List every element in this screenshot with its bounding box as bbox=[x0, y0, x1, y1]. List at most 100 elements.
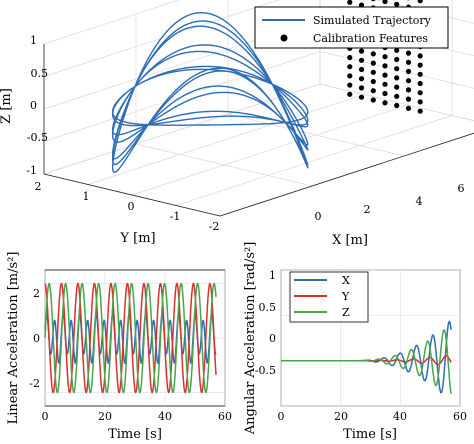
calibration-point bbox=[370, 69, 376, 75]
calibration-point bbox=[405, 68, 412, 75]
grid-line bbox=[43, 0, 280, 77]
grid-line bbox=[87, 94, 365, 185]
calibration-point bbox=[370, 78, 376, 85]
x-tick-label: 0 bbox=[278, 410, 285, 423]
x-axis-label: X [m] bbox=[332, 233, 368, 248]
y-tick-labels: 2 1 0 -1 -2 bbox=[35, 180, 220, 233]
y-tick-label: -0.5 bbox=[255, 364, 276, 377]
grid-line bbox=[175, 115, 453, 206]
series-lines bbox=[44, 282, 217, 394]
trajectory-3d-plot: 1 0.5 0 -0.5 -1 Z [m] 2 1 0 -1 -2 Y [m] … bbox=[0, 0, 474, 248]
legend-label: X bbox=[342, 274, 350, 287]
x-tick-label: 40 bbox=[158, 410, 172, 423]
x-tick-label: 40 bbox=[393, 410, 407, 423]
legend-label: Calibration Features bbox=[313, 32, 428, 45]
x-tick-labels: 0 20 40 60 bbox=[42, 410, 233, 423]
y-tick-label: -2 bbox=[209, 220, 220, 233]
x-axis-label: Time [s] bbox=[108, 427, 162, 442]
calibration-point bbox=[405, 50, 412, 56]
calibration-point bbox=[417, 53, 423, 59]
z-axis-label: Z [m] bbox=[0, 88, 14, 124]
calibration-point bbox=[417, 80, 423, 87]
y-axis-label: Y [m] bbox=[119, 231, 155, 246]
x-tick-label: 60 bbox=[453, 410, 467, 423]
calibration-point bbox=[382, 90, 388, 97]
calibration-point bbox=[382, 54, 388, 60]
z-tick-label: 0 bbox=[30, 99, 37, 112]
y-tick-labels: 2 0 -2 bbox=[29, 287, 40, 390]
calibration-point bbox=[358, 85, 365, 91]
x-tick-label: 2 bbox=[364, 203, 371, 216]
series-line bbox=[281, 329, 452, 394]
calibration-point bbox=[394, 1, 400, 7]
y-axis-label: Linear Acceleration [m/s²] bbox=[6, 252, 21, 425]
z-tick-label: -1 bbox=[26, 164, 37, 177]
calibration-point bbox=[405, 59, 412, 65]
x-tick-label: 20 bbox=[98, 410, 112, 423]
y-tick-label: 0.5 bbox=[259, 301, 277, 314]
x-tick-label: 60 bbox=[218, 410, 232, 423]
z-tick-label: 1 bbox=[30, 34, 37, 47]
x-axis-label: Time [s] bbox=[343, 427, 397, 442]
y-tick-label: 0 bbox=[128, 200, 135, 213]
y-tick-label: -1 bbox=[170, 210, 181, 223]
calibration-point bbox=[382, 81, 388, 87]
legend-label: Z bbox=[342, 306, 350, 319]
grid-line bbox=[43, 83, 321, 175]
y-tick-labels: 1 0.5 0 -0.5 bbox=[255, 269, 276, 377]
calibration-point bbox=[394, 75, 400, 81]
calibration-point bbox=[347, 54, 353, 61]
z-tick-label: 0.5 bbox=[31, 67, 49, 80]
x-tick-label: 0 bbox=[315, 210, 322, 223]
calibration-point bbox=[382, 63, 388, 69]
y-tick-label: -2 bbox=[29, 377, 40, 390]
y-tick-label: 2 bbox=[33, 287, 40, 300]
calibration-point bbox=[394, 47, 400, 53]
calibration-point bbox=[370, 88, 376, 94]
trajectory-line bbox=[111, 11, 309, 174]
calibration-point bbox=[370, 51, 376, 57]
calibration-point bbox=[358, 2, 365, 8]
legend-angular: X Y Z bbox=[289, 271, 369, 323]
x-tick-label: 0 bbox=[42, 410, 49, 423]
calibration-point bbox=[417, 0, 423, 4]
calibration-point bbox=[347, 82, 353, 88]
x-tick-labels: 0 2 4 6 bbox=[315, 182, 465, 223]
calibration-point bbox=[394, 56, 400, 63]
z-tick-labels: 1 0.5 0 -0.5 -1 bbox=[26, 34, 48, 177]
calibration-point bbox=[394, 102, 400, 109]
x-axis-line bbox=[219, 132, 474, 217]
calibration-point bbox=[382, 72, 388, 78]
calibration-point bbox=[405, 78, 412, 84]
linear-acceleration-plot: 2 0 -2 0 20 40 60 Time [s] Linear Accele… bbox=[6, 252, 232, 442]
legend-3d: Simulated Trajectory Calibration Feature… bbox=[254, 6, 449, 49]
calibration-point bbox=[358, 48, 365, 54]
calibration-point bbox=[347, 0, 353, 5]
calibration-point bbox=[382, 100, 388, 106]
y-tick-label: 0 bbox=[269, 332, 276, 345]
calibration-point bbox=[358, 76, 365, 82]
y-tick-label: 1 bbox=[269, 269, 276, 282]
calibration-point bbox=[358, 94, 365, 100]
calibration-point bbox=[370, 60, 376, 66]
grid-line bbox=[131, 104, 409, 196]
x-tick-label: 4 bbox=[416, 195, 423, 208]
z-tick-label: -0.5 bbox=[27, 131, 48, 144]
x-tick-labels: 0 20 40 60 bbox=[278, 410, 468, 423]
calibration-point bbox=[417, 90, 423, 96]
calibration-point bbox=[417, 62, 423, 68]
legend-swatch-point bbox=[280, 34, 288, 42]
angular-acceleration-plot: 1 0.5 0 -0.5 0 20 40 60 Time [s] Angular… bbox=[243, 242, 467, 442]
calibration-point bbox=[405, 96, 412, 102]
legend-label: Y bbox=[341, 290, 350, 303]
y-tick-label: 1 bbox=[83, 190, 90, 203]
y-axis-label: Angular Acceleration [rad/s²] bbox=[243, 242, 258, 436]
grid-line bbox=[219, 132, 474, 217]
y-axis-line bbox=[43, 173, 221, 217]
y-tick-label: 0 bbox=[33, 332, 40, 345]
calibration-point bbox=[394, 93, 400, 99]
calibration-point bbox=[382, 0, 388, 5]
x-tick-label: 20 bbox=[334, 410, 348, 423]
calibration-point bbox=[370, 97, 376, 103]
